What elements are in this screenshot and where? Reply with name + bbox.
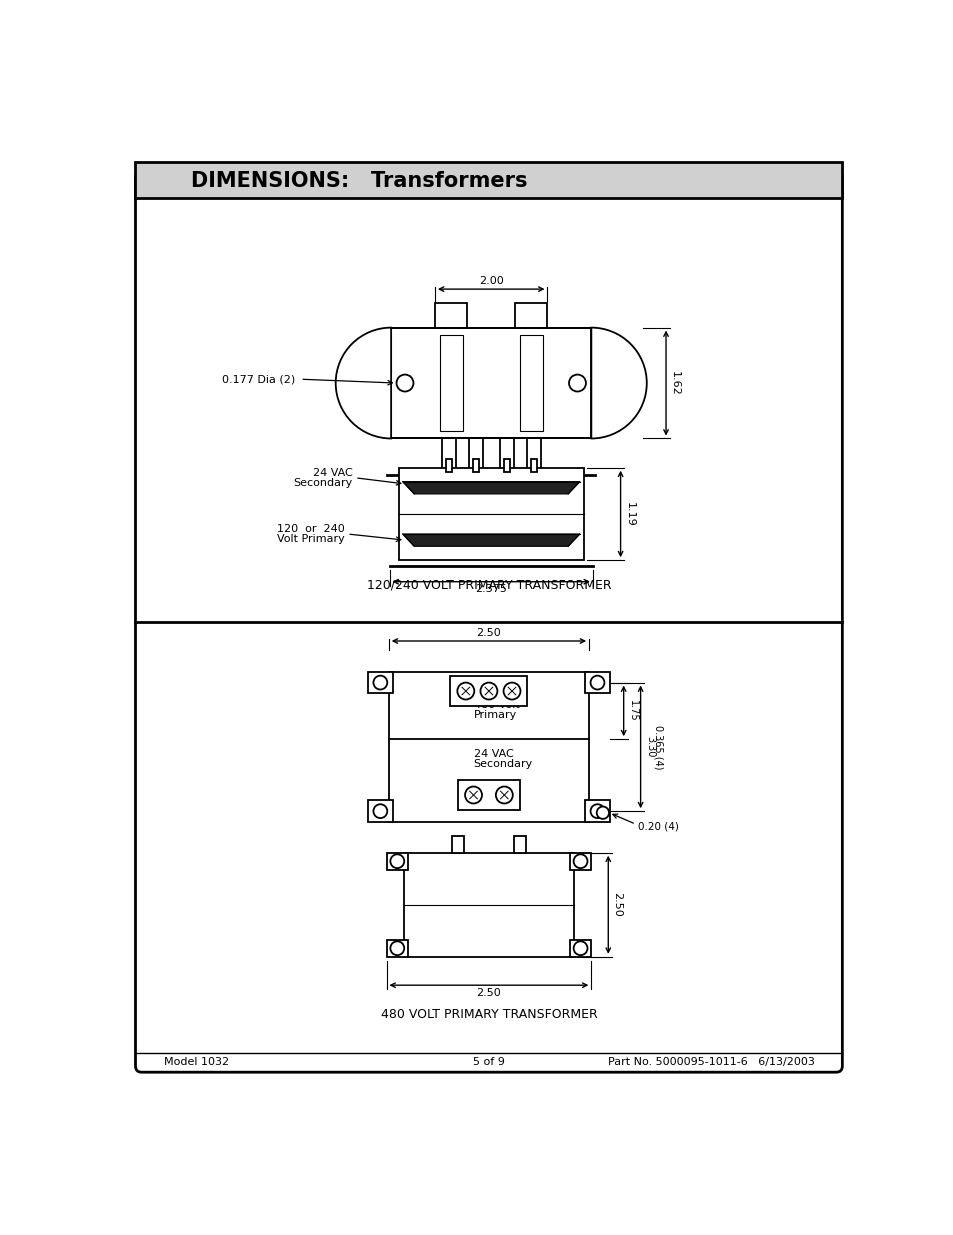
Text: 2.50: 2.50 [612,893,622,918]
Text: 1.75: 1.75 [627,700,638,721]
Text: Secondary: Secondary [294,478,353,488]
Bar [584,672,609,693]
Text: 0.365 (4): 0.365 (4) [653,725,662,769]
Bar [569,940,591,957]
Bar [584,800,609,823]
Bar [368,672,393,693]
Bar [513,836,525,852]
Bar [499,438,513,471]
Bar [368,800,393,823]
Text: 480 VOLT PRIMARY TRANSFORMER: 480 VOLT PRIMARY TRANSFORMER [380,1008,597,1021]
Text: 1.19: 1.19 [624,501,634,526]
Circle shape [464,787,481,804]
Text: 2.50: 2.50 [476,629,500,638]
Bar [398,468,583,561]
Bar [569,852,591,869]
Text: 120  or  240: 120 or 240 [277,524,345,534]
Text: Secondary: Secondary [473,760,532,769]
Bar [404,852,573,957]
Bar [530,458,537,472]
Text: 480 Volt: 480 Volt [473,699,518,710]
Polygon shape [402,534,579,546]
Bar [135,162,841,199]
Text: Volt Primary: Volt Primary [277,534,345,543]
Bar [386,940,408,957]
Bar [519,336,542,431]
Bar [445,458,452,472]
Circle shape [596,806,608,819]
Bar [457,779,519,810]
Circle shape [456,683,474,699]
Text: 2.375: 2.375 [475,584,507,594]
Circle shape [480,683,497,699]
Bar [469,438,482,471]
Circle shape [573,941,587,955]
Circle shape [590,804,604,818]
Text: 0.177 Dia (2): 0.177 Dia (2) [221,374,294,384]
Bar [389,672,588,823]
Circle shape [390,855,404,868]
Text: 24 VAC: 24 VAC [473,750,513,760]
Circle shape [396,374,413,391]
Bar [473,458,478,472]
Text: 5 of 9: 5 of 9 [473,1057,504,1067]
Circle shape [496,787,513,804]
Circle shape [590,676,604,689]
Text: 24 VAC: 24 VAC [313,468,353,478]
Text: Primary: Primary [473,710,517,720]
Text: 120/240 VOLT PRIMARY TRANSFORMER: 120/240 VOLT PRIMARY TRANSFORMER [366,578,611,592]
Bar [515,303,547,327]
FancyBboxPatch shape [135,172,841,1072]
Text: 2.50: 2.50 [476,988,500,998]
Text: Model 1032: Model 1032 [164,1057,229,1067]
Bar [391,327,591,438]
Text: 1.62: 1.62 [670,370,679,395]
Text: Part No. 5000095-1011-6   6/13/2003: Part No. 5000095-1011-6 6/13/2003 [607,1057,814,1067]
Text: 0.20 (4): 0.20 (4) [637,821,678,831]
Circle shape [503,683,520,699]
Bar [450,676,527,706]
Wedge shape [591,327,646,438]
Circle shape [390,941,404,955]
Bar [435,303,467,327]
Circle shape [568,374,585,391]
Bar [386,852,408,869]
Text: 3.30: 3.30 [644,736,654,757]
Bar [441,438,456,471]
Bar [439,336,462,431]
Circle shape [373,676,387,689]
Circle shape [373,804,387,818]
Wedge shape [335,327,391,438]
Text: 2.00: 2.00 [478,277,503,287]
Bar [526,438,540,471]
Polygon shape [402,482,579,494]
Bar [452,836,464,852]
Bar [503,458,509,472]
Text: DIMENSIONS:   Transformers: DIMENSIONS: Transformers [191,170,527,190]
Circle shape [573,855,587,868]
